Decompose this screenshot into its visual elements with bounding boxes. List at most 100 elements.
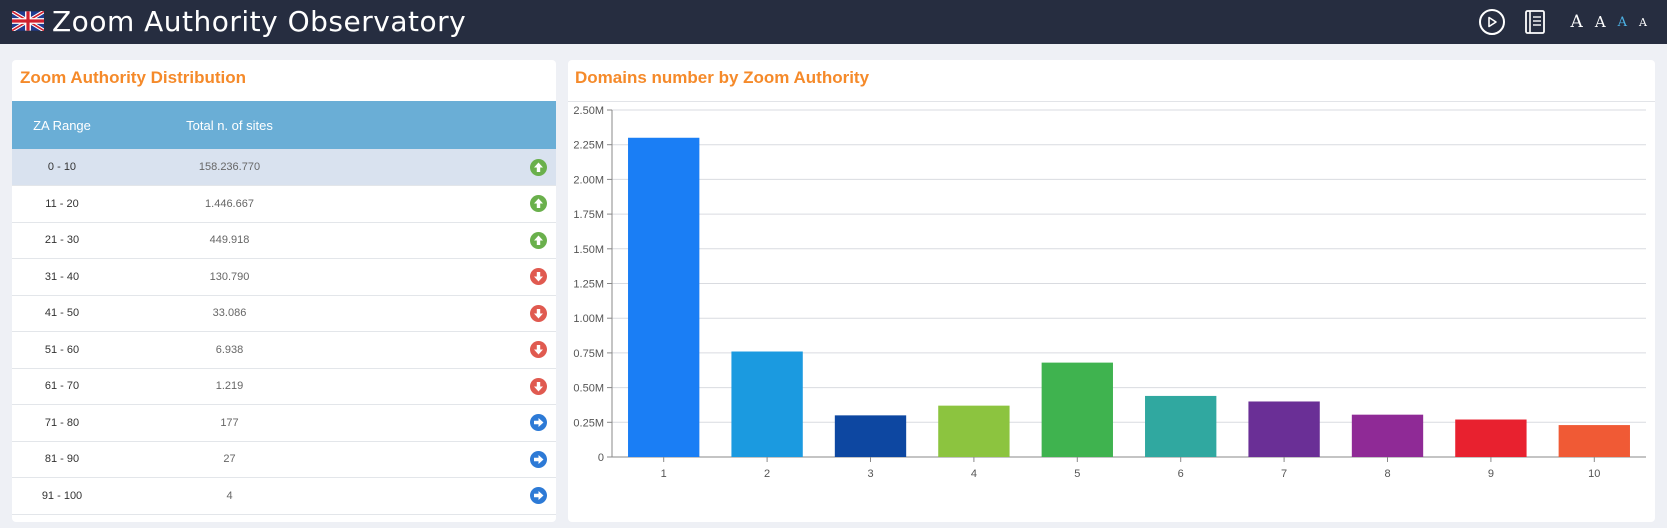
trend-cell: [347, 222, 556, 259]
trend-cell: [347, 404, 556, 442]
bar-10: [1558, 425, 1630, 457]
table-row[interactable]: 11 - 20 1.446.667: [12, 185, 556, 223]
za-range-cell: 71 - 80: [12, 404, 112, 442]
total-sites-header[interactable]: Total n. of sites: [112, 101, 347, 149]
za-range-header[interactable]: ZA Range: [12, 101, 112, 149]
total-sites-cell: 158.236.770: [112, 149, 347, 186]
total-sites-cell: 449.918: [112, 222, 347, 259]
font-size-large[interactable]: A: [1594, 12, 1606, 31]
y-tick-label: 0.50M: [573, 383, 604, 395]
table-row[interactable]: 71 - 80 177: [12, 404, 556, 442]
bar-1: [628, 137, 700, 457]
top-actions: A A A A: [1478, 8, 1653, 36]
y-tick-label: 1.00M: [573, 313, 604, 325]
distribution-title: Zoom Authority Distribution: [20, 68, 247, 87]
arrow-right-icon: [530, 414, 547, 432]
arrow-down-icon: [530, 341, 547, 359]
table-header-row: ZA Range Total n. of sites: [12, 101, 556, 149]
za-range-cell: 0 - 10: [12, 149, 112, 186]
x-tick-label: 6: [1178, 468, 1184, 480]
total-sites-cell: 4: [112, 477, 347, 515]
y-tick-label: 1.50M: [573, 244, 604, 256]
bar-6: [1145, 395, 1217, 457]
chart-title: Domains number by Zoom Authority: [575, 68, 870, 87]
title-divider: [568, 101, 1655, 102]
uk-flag-icon: [12, 11, 44, 31]
za-range-cell: 51 - 60: [12, 331, 112, 369]
x-tick-label: 10: [1588, 468, 1600, 480]
total-sites-cell: 6.938: [112, 331, 347, 369]
table-row[interactable]: 0 - 10 158.236.770: [12, 149, 556, 186]
za-range-cell: 81 - 90: [12, 441, 112, 478]
x-tick-label: 8: [1384, 468, 1390, 480]
bar-9: [1455, 419, 1527, 457]
trend-cell: [347, 295, 556, 332]
bar-chart: 0 0.25M 0.50M 0.75M 1.00M 1.25M 1.50M 1.75M 2.00…: [573, 105, 1646, 480]
arrow-down-icon: [530, 377, 547, 395]
za-range-cell: 21 - 30: [12, 222, 112, 259]
play-circle-icon: [1487, 16, 1497, 28]
x-tick-label: 7: [1281, 468, 1287, 480]
arrow-down-icon: [530, 304, 547, 322]
bar-8: [1351, 414, 1424, 457]
app-title: Zoom Authority Observatory: [52, 5, 467, 38]
x-tick-label: 1: [661, 468, 667, 480]
arrow-right-icon: [530, 487, 547, 505]
x-tick-label: 3: [867, 468, 873, 480]
distribution-table: ZA Range Total n. of sites 0 - 10 158.236…: [12, 101, 556, 515]
distribution-rows: 0 - 10 158.236.770 11 - 20 1.446.667 21 - 30…: [12, 149, 556, 515]
font-size-small[interactable]: A: [1639, 15, 1647, 29]
table-row[interactable]: 21 - 30 449.918: [12, 222, 556, 259]
arrow-right-icon: [530, 450, 547, 468]
y-tick-label: 0: [598, 452, 604, 464]
x-tick-label: 2: [764, 468, 770, 480]
total-sites-cell: 27: [112, 441, 347, 478]
x-tick-label: 9: [1488, 468, 1494, 480]
play-button[interactable]: [1478, 9, 1505, 35]
total-sites-cell: 1.446.667: [112, 185, 347, 223]
trend-cell: [347, 477, 556, 515]
za-range-cell: 61 - 70: [12, 368, 112, 405]
za-range-cell: 91 - 100: [12, 477, 112, 515]
trend-cell: [347, 258, 556, 296]
table-row[interactable]: 91 - 100 4: [12, 477, 556, 515]
bar-7: [1248, 401, 1320, 457]
table-row[interactable]: 41 - 50 33.086: [12, 295, 556, 332]
arrow-up-icon: [530, 158, 547, 176]
font-size-largest[interactable]: A: [1570, 11, 1583, 32]
total-sites-cell: 130.790: [112, 258, 347, 296]
table-row[interactable]: 81 - 90 27: [12, 441, 556, 478]
table-row[interactable]: 61 - 70 1.219: [12, 368, 556, 405]
total-sites-cell: 177: [112, 404, 347, 442]
trend-cell: [347, 185, 556, 223]
font-size-medium[interactable]: A: [1617, 14, 1628, 30]
trend-cell: [347, 149, 556, 186]
za-range-cell: 41 - 50: [12, 295, 112, 332]
trend-header: [347, 101, 556, 149]
arrow-up-icon: [530, 231, 547, 249]
y-tick-label: 2.50M: [573, 105, 604, 117]
y-tick-label: 1.75M: [573, 209, 604, 221]
table-row[interactable]: 31 - 40 130.790: [12, 258, 556, 296]
chart-panel: Domains number by Zoom Authority 0 0.25M 0…: [568, 60, 1655, 522]
top-bar: Zoom Authority Observatory A A A A: [0, 0, 1667, 44]
trend-cell: [347, 331, 556, 369]
arrow-up-icon: [530, 195, 547, 213]
bar-3: [834, 415, 907, 457]
x-tick-label: 5: [1074, 468, 1080, 480]
y-tick-label: 2.25M: [573, 140, 604, 152]
y-tick-label: 2.00M: [573, 174, 604, 186]
total-sites-cell: 33.086: [112, 295, 347, 332]
y-tick-label: 0.25M: [573, 417, 604, 429]
distribution-panel: Zoom Authority Distribution ZA Range Tot…: [12, 60, 556, 522]
book-icon[interactable]: [1523, 9, 1547, 35]
za-range-cell: 31 - 40: [12, 258, 112, 296]
y-tick-label: 1.25M: [573, 279, 604, 291]
total-sites-cell: 1.219: [112, 368, 347, 405]
y-tick-label: 0.75M: [573, 348, 604, 360]
x-tick-label: 4: [971, 468, 977, 480]
bar-4: [938, 405, 1010, 457]
trend-cell: [347, 441, 556, 478]
table-row[interactable]: 51 - 60 6.938: [12, 331, 556, 369]
bar-5: [1041, 362, 1113, 457]
